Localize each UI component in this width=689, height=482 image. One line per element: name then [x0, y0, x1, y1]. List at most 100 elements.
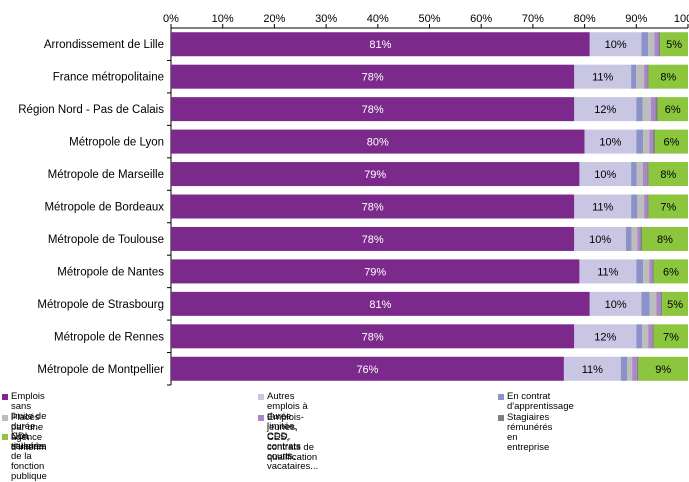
data-label: 78% — [362, 202, 384, 214]
bar-segment-metropole-de-toulouse-s2 — [625, 226, 632, 251]
data-label: 11% — [592, 202, 613, 214]
bar-segment-metropole-de-montpellier-s1 — [563, 356, 621, 381]
data-label: 9% — [655, 364, 671, 376]
bar-segment-metropole-de-bordeaux-s5 — [647, 194, 649, 219]
data-label: 78% — [362, 104, 384, 116]
bar-segment-metropole-de-nantes-s3 — [643, 259, 650, 284]
data-label: 76% — [356, 364, 378, 376]
data-label: 6% — [664, 137, 680, 149]
bar-segment-metropole-de-marseille-s4 — [643, 162, 648, 187]
bar-segment-region-nord-pas-de-calais-s2 — [636, 97, 643, 122]
x-tick-label: 70% — [522, 13, 544, 25]
data-label: 78% — [362, 331, 384, 343]
category-label: Métropole de Nantes — [57, 266, 164, 278]
bar-segment-metropole-de-strasbourg-s4 — [656, 291, 661, 316]
bar-segment-metropole-de-rennes-s2 — [636, 324, 642, 349]
bar-segment-metropole-de-montpellier-s4 — [632, 356, 637, 381]
data-label: 6% — [665, 104, 681, 116]
category-label: Métropole de Marseille — [48, 169, 164, 181]
category-label: Métropole de Strasbourg — [37, 299, 164, 311]
bar-segment-metropole-de-marseille-s5 — [647, 162, 649, 187]
bar-segment-metropole-de-rennes-s0 — [171, 324, 575, 349]
x-tick-label: 0% — [163, 13, 179, 25]
bar-segment-metropole-de-lyon-s6 — [654, 129, 688, 154]
bar-segment-metropole-de-strasbourg-s0 — [171, 291, 590, 316]
bar-segment-region-nord-pas-de-calais-s4 — [650, 97, 656, 122]
bar-segment-arrondissement-de-lille-s6 — [660, 32, 688, 57]
bar-segment-metropole-de-montpellier-s5 — [636, 356, 639, 381]
data-label: 12% — [594, 104, 616, 116]
bar-segment-france-metropolitaine-s3 — [636, 64, 645, 89]
category-label: Métropole de Rennes — [54, 331, 164, 343]
bar-segment-metropole-de-strasbourg-s1 — [589, 291, 642, 316]
data-label: 10% — [589, 234, 611, 246]
bar-segment-metropole-de-bordeaux-s0 — [171, 194, 575, 219]
bar-segment-france-metropolitaine-s6 — [648, 64, 688, 89]
data-label: 11% — [592, 72, 613, 84]
data-label: 11% — [597, 266, 618, 278]
bar-segment-metropole-de-rennes-s3 — [641, 324, 649, 349]
bar-segment-arrondissement-de-lille-s3 — [648, 32, 655, 57]
bar-segment-metropole-de-nantes-s1 — [579, 259, 637, 284]
bar-segment-metropole-de-strasbourg-s5 — [660, 291, 663, 316]
data-label: 7% — [663, 331, 679, 343]
bar-segment-metropole-de-rennes-s1 — [574, 324, 637, 349]
bar-segment-metropole-de-montpellier-s2 — [620, 356, 627, 381]
bar-segment-metropole-de-toulouse-s4 — [637, 226, 641, 251]
bar-segment-metropole-de-montpellier-s0 — [171, 356, 564, 381]
bar-segment-metropole-de-montpellier-s3 — [626, 356, 633, 381]
bar-segment-metropole-de-bordeaux-s6 — [648, 194, 688, 219]
bar-segment-metropole-de-nantes-s0 — [171, 259, 580, 284]
bar-segment-region-nord-pas-de-calais-s0 — [171, 97, 575, 122]
x-tick-label: 30% — [315, 13, 337, 25]
bar-segment-metropole-de-marseille-s6 — [648, 162, 688, 187]
x-tick-label: 10% — [212, 13, 234, 25]
bar-segment-metropole-de-toulouse-s5 — [640, 226, 642, 251]
data-label: 8% — [657, 234, 673, 246]
bar-segment-metropole-de-rennes-s5 — [652, 324, 654, 349]
bar-segment-metropole-de-marseille-s2 — [631, 162, 637, 187]
data-label: 8% — [660, 72, 676, 84]
category-label: Métropole de Lyon — [69, 137, 164, 149]
bar-segment-arrondissement-de-lille-s0 — [171, 32, 590, 57]
bar-segment-metropole-de-bordeaux-s3 — [637, 194, 645, 219]
data-label: 5% — [667, 299, 683, 311]
stacked-bar-chart: 0% 10% 20% 30% 40% 50% 60% 70% 80% 90% 100% Arrondi… — [18, 13, 689, 386]
data-label: 6% — [663, 266, 679, 278]
bar-segment-metropole-de-strasbourg-s3 — [649, 291, 657, 316]
data-label: 10% — [605, 39, 627, 51]
category-label: Métropole de Toulouse — [48, 234, 164, 246]
bar-segment-metropole-de-toulouse-s6 — [641, 226, 688, 251]
bar-segment-metropole-de-nantes-s2 — [636, 259, 644, 284]
data-label: 10% — [605, 299, 627, 311]
bar-segment-metropole-de-strasbourg-s2 — [641, 291, 650, 316]
category-label: Région Nord - Pas de Calais — [18, 104, 164, 116]
bar-segment-france-metropolitaine-s1 — [574, 64, 632, 89]
category-label: Arrondissement de Lille — [44, 39, 164, 51]
bar-segment-france-metropolitaine-s5 — [647, 64, 649, 89]
x-tick-label: 60% — [470, 13, 492, 25]
bar-segment-region-nord-pas-de-calais-s5 — [655, 97, 658, 122]
bar-segment-metropole-de-lyon-s2 — [636, 129, 644, 154]
bar-segment-metropole-de-nantes-s4 — [649, 259, 653, 284]
data-label: 80% — [367, 137, 389, 149]
bar-segment-arrondissement-de-lille-s4 — [654, 32, 659, 57]
bar-segment-metropole-de-lyon-s4 — [649, 129, 653, 154]
data-label: 78% — [362, 234, 384, 246]
x-tick-label: 50% — [418, 13, 440, 25]
category-label: France métropolitaine — [53, 72, 164, 84]
bar-segment-metropole-de-toulouse-s1 — [574, 226, 626, 251]
data-label: 11% — [582, 364, 603, 376]
data-label: 10% — [594, 169, 616, 181]
bar-segment-france-metropolitaine-s0 — [171, 64, 575, 89]
x-tick-label: 40% — [367, 13, 389, 25]
x-tick-label: 90% — [625, 13, 647, 25]
bar-segment-metropole-de-lyon-s3 — [643, 129, 650, 154]
data-label: 8% — [660, 169, 676, 181]
x-tick-label: 20% — [263, 13, 285, 25]
bar-segment-metropole-de-marseille-s3 — [636, 162, 644, 187]
bar-segment-metropole-de-nantes-s6 — [653, 259, 688, 284]
data-label: 7% — [660, 202, 676, 214]
bar-segment-metropole-de-montpellier-s6 — [638, 356, 688, 381]
bar-segment-metropole-de-rennes-s6 — [653, 324, 688, 349]
